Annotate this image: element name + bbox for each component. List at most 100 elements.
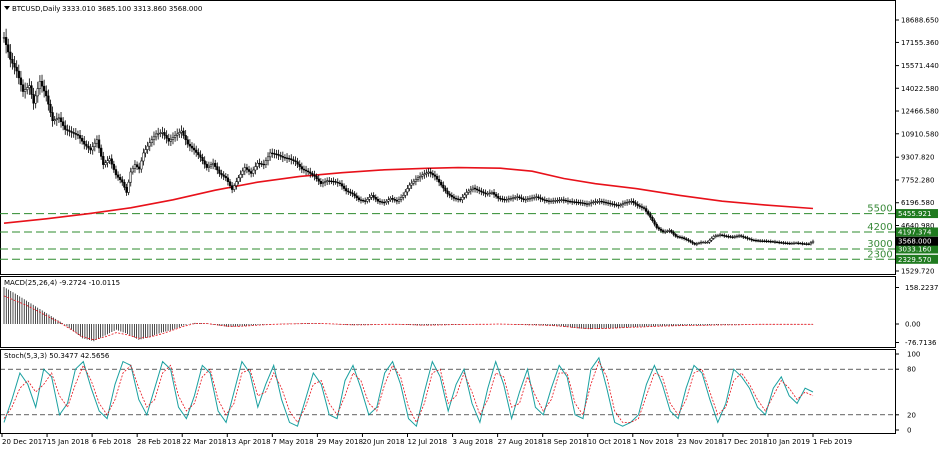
candle-body <box>767 240 770 243</box>
level-label: 5500 <box>867 204 892 215</box>
candle-body <box>218 169 221 174</box>
candle-body <box>492 192 496 195</box>
candle-body <box>290 158 293 161</box>
candle-body <box>602 201 606 203</box>
price-candles <box>2 28 815 247</box>
time-tick-label: 22 Mar 2018 <box>182 438 226 446</box>
candle-body <box>480 190 483 193</box>
candle-body <box>598 200 601 203</box>
candle-body <box>712 236 715 239</box>
candle-body <box>4 37 8 45</box>
candle-body <box>685 238 688 240</box>
candle-body <box>349 191 352 194</box>
candle-body <box>533 197 536 199</box>
candle-body <box>336 181 339 184</box>
candle-body <box>83 140 86 145</box>
candle-body <box>395 199 399 202</box>
candle-body <box>775 241 779 243</box>
time-tick-label: 7 May 2018 <box>272 438 313 446</box>
candle-body <box>748 238 751 240</box>
candle-body <box>129 171 132 183</box>
candle-body <box>283 157 287 159</box>
candle-body <box>121 179 124 183</box>
candle-body <box>714 235 717 237</box>
candle-body <box>150 139 154 143</box>
candle-body <box>161 132 164 134</box>
candle-body <box>144 149 147 154</box>
candle-body <box>706 241 709 244</box>
time-tick-label: 17 Dec 2018 <box>723 438 768 446</box>
candle-body <box>383 201 386 204</box>
candle-body <box>566 200 570 202</box>
candle-body <box>579 202 582 204</box>
candle-body <box>334 181 337 183</box>
candle-body <box>663 231 667 233</box>
candle-body <box>190 145 194 149</box>
macd-tick-label: 158.2237 <box>905 284 938 292</box>
candle-body <box>585 203 589 205</box>
candle-body <box>385 200 388 203</box>
candle-body <box>203 160 206 165</box>
time-tick-label: 20 Jun 2018 <box>362 438 404 446</box>
candle-body <box>558 199 561 202</box>
time-tick-label: 1 Feb 2019 <box>813 438 852 446</box>
candle-body <box>374 197 377 200</box>
candle-body <box>545 199 549 202</box>
candle-body <box>309 171 312 174</box>
candle-body <box>423 173 426 176</box>
candle-body <box>266 156 270 161</box>
candle-body <box>541 198 544 201</box>
candle-body <box>237 177 240 182</box>
candle-body <box>406 188 409 193</box>
candle-body <box>583 202 587 205</box>
candle-body <box>300 166 303 170</box>
candle-body <box>581 202 584 204</box>
candle-body <box>552 200 555 202</box>
candle-body <box>19 77 23 85</box>
candle-body <box>127 181 130 193</box>
candle-body <box>140 160 143 170</box>
candle-body <box>64 125 67 130</box>
candle-body <box>547 200 551 202</box>
candle-body <box>634 202 637 205</box>
candle-body <box>450 195 453 198</box>
macd-indicator: 158.2237 0.00 -76.7136 <box>3 284 938 347</box>
candle-body <box>11 59 14 64</box>
candle-body <box>387 199 390 202</box>
candle-body <box>378 200 382 203</box>
candle-body <box>503 199 506 201</box>
candle-body <box>501 198 504 200</box>
candle-body <box>288 158 291 160</box>
candle-body <box>794 242 798 244</box>
candle-body <box>801 243 804 245</box>
candle-body <box>142 152 145 162</box>
candle-body <box>431 173 434 176</box>
candle-body <box>564 199 568 202</box>
price-tick-label: 18688.650 <box>901 17 939 25</box>
candle-body <box>260 163 263 165</box>
candle-body <box>773 241 777 243</box>
candle-body <box>452 196 456 199</box>
candle-body <box>247 169 251 172</box>
candle-body <box>116 174 120 178</box>
candle-body <box>611 203 614 205</box>
triangle-down-icon[interactable] <box>4 6 10 10</box>
candle-body <box>799 242 802 245</box>
candle-body <box>638 205 641 207</box>
candle-body <box>640 206 644 208</box>
candle-body <box>49 103 52 113</box>
candle-body <box>727 236 730 238</box>
candle-body <box>448 193 451 196</box>
candle-body <box>792 242 796 245</box>
candle-body <box>740 235 743 237</box>
candle-body <box>319 180 322 184</box>
time-tick-label: 27 Aug 2018 <box>498 438 543 446</box>
candle-body <box>655 223 658 228</box>
candle-body <box>279 155 282 157</box>
candle-body <box>243 167 246 172</box>
candle-body <box>57 117 61 120</box>
candle-body <box>239 174 242 179</box>
candle-body <box>782 242 785 244</box>
candle-body <box>516 196 519 198</box>
